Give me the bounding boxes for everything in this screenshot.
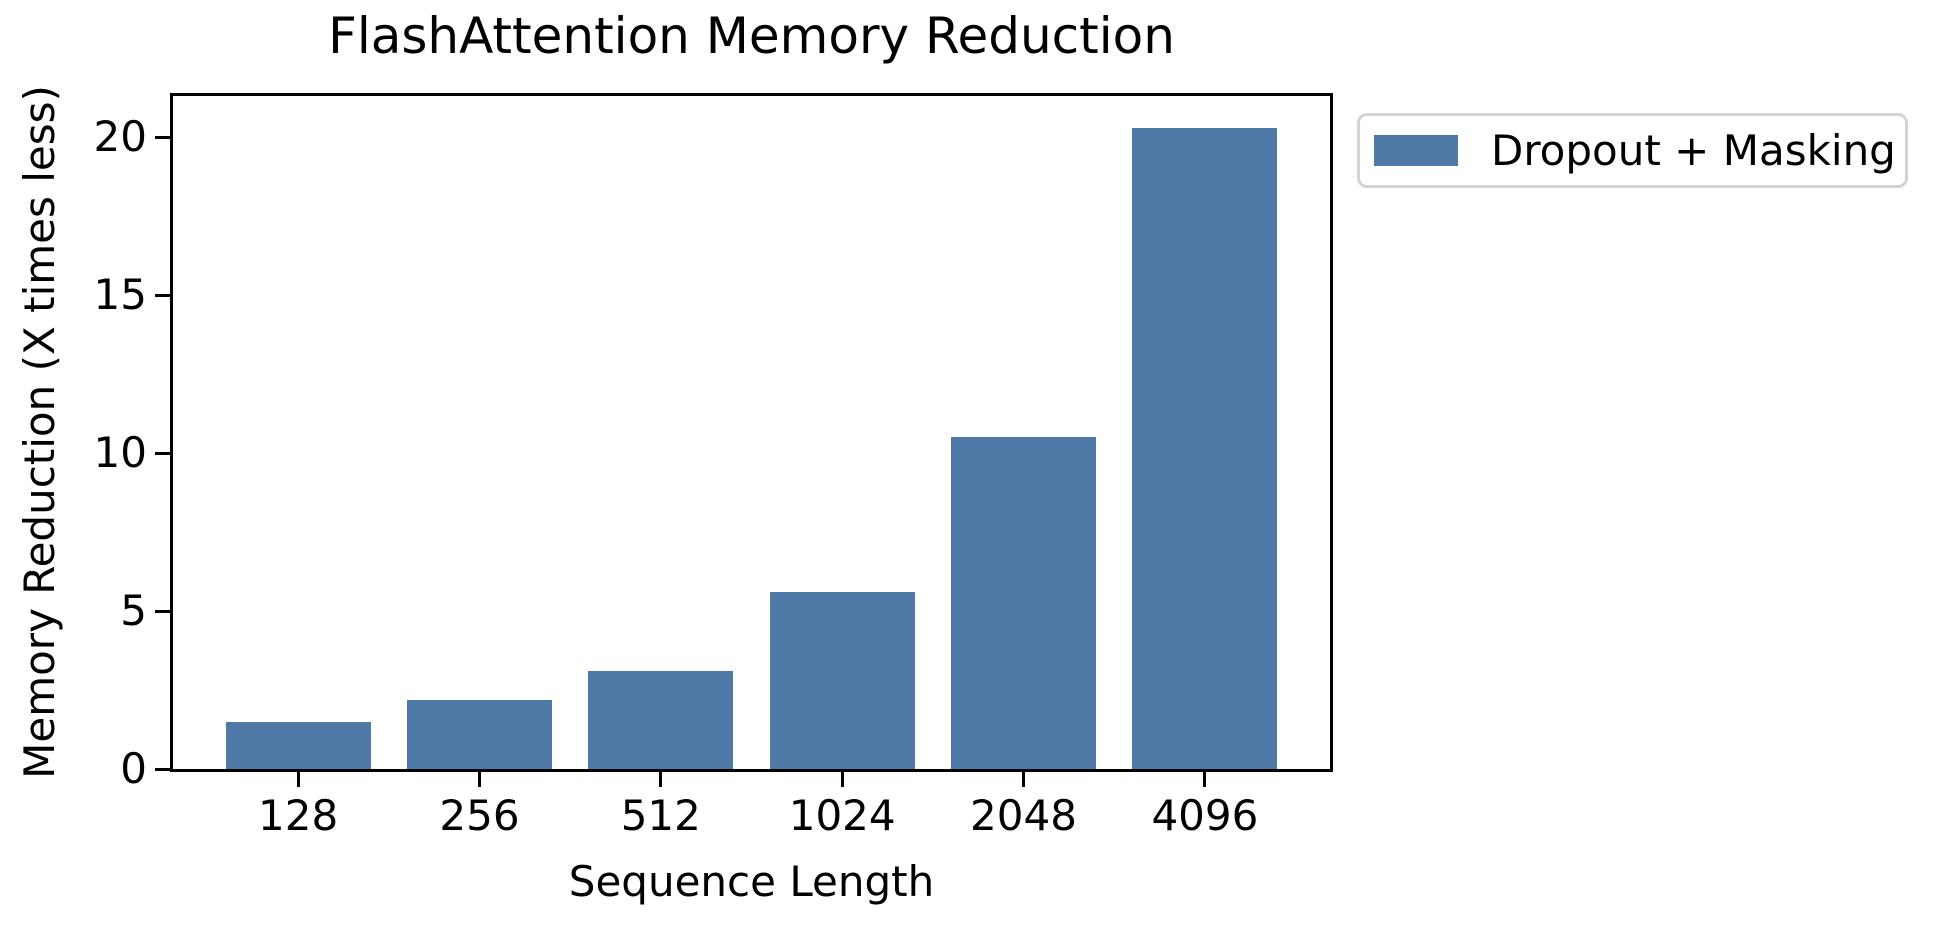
x-tick-label: 256 [439,791,520,840]
x-axis-label: Sequence Length [568,857,935,906]
y-tick-label: 15 [93,270,147,320]
legend-swatch [1374,135,1458,166]
chart-title: FlashAttention Memory Reduction [328,7,1175,65]
x-tick [1203,772,1207,787]
x-tick [478,772,481,787]
y-tick-label: 0 [120,744,147,793]
y-tick-label: 10 [93,428,147,477]
bar-128 [225,721,371,769]
y-tick [155,451,170,455]
y-tick-label: 20 [93,112,147,162]
x-tick-label: 512 [620,791,701,840]
x-tick [659,772,663,787]
y-tick-label: 5 [120,586,147,635]
bar-512 [588,671,734,769]
x-tick-label: 128 [258,791,339,840]
bar-1024 [769,592,915,769]
x-tick-label: 1024 [788,791,896,840]
x-tick-label: 4096 [1151,791,1259,840]
x-tick [840,772,844,787]
legend-label: Dropout + Masking [1491,125,1896,175]
y-tick [155,767,170,771]
bar-4096 [1132,127,1278,769]
y-tick [155,609,170,613]
y-tick [155,135,170,139]
x-tick [296,772,300,787]
x-tick [1022,772,1025,787]
x-tick-label: 2048 [970,791,1077,840]
bar-256 [406,699,552,769]
plot-area [170,93,1333,772]
y-tick [155,293,170,297]
bar-2048 [951,437,1097,769]
legend: Dropout + Masking [1357,113,1908,188]
